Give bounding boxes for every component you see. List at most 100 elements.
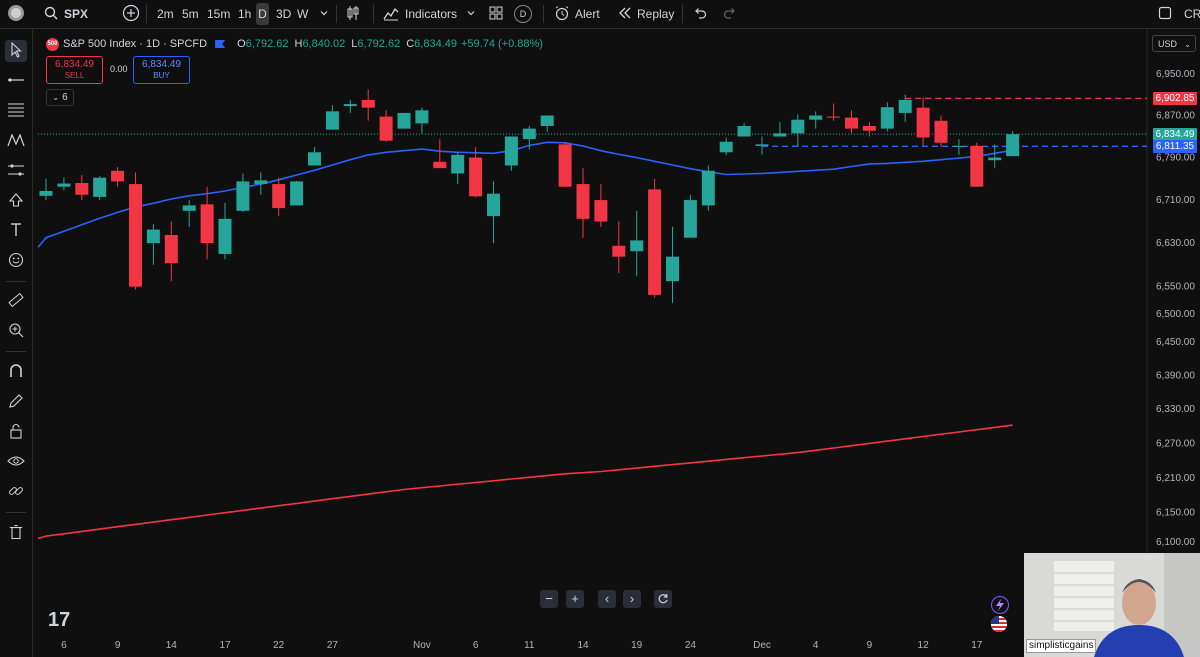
indicators-button[interactable]: Indicators [383,3,457,25]
symbol-title[interactable]: S&P 500 Index · 1D · SPCFD [63,38,208,50]
replay-button[interactable]: Replay [618,3,674,25]
indicators-count: 6 [62,92,68,103]
candle-body [522,128,536,140]
trash-icon [9,524,23,543]
time-tick-label: 17 [219,640,231,651]
low-label: L [351,38,358,50]
forecast-tool[interactable] [5,160,27,182]
compare-symbol-button[interactable] [122,3,140,25]
price-tick-label: 6,150.00 [1156,508,1195,519]
candle-body [361,99,375,108]
candle-body [57,183,71,187]
undo-button[interactable] [693,3,707,25]
candle-body [845,117,858,129]
time-tick-label: 14 [577,640,589,651]
remove-drawings-tool[interactable] [5,522,27,544]
smiley-icon [8,252,24,271]
alert-price-label[interactable]: 6,902.85 [1153,91,1197,105]
buy-button[interactable]: 6,834.49 BUY [133,56,190,84]
chevron-down-icon [466,7,476,21]
zoom-in-button[interactable]: + [566,590,584,608]
tradingview-menu-logo[interactable] [6,3,26,25]
currency-selector[interactable]: USD ⌄ [1152,35,1196,52]
price-tick-label: 6,450.00 [1156,337,1195,348]
time-tick-label: 6 [61,640,67,651]
candle-body [594,200,608,222]
eye-icon [7,455,25,470]
interval-w[interactable]: W [297,7,309,21]
close-value: 6,834.49 [414,38,457,50]
candle-body [576,184,590,219]
long-moving-average-line [37,424,1013,540]
reset-chart-button[interactable] [654,590,672,608]
symbol-search[interactable]: SPX [44,3,88,25]
watermark-logo: 17 [48,609,70,631]
lock-drawings-tool[interactable] [5,421,27,443]
scroll-right-button[interactable]: › [623,590,641,608]
shapes-tool[interactable] [5,190,27,212]
candle-body [612,245,626,257]
interval-15m[interactable]: 15m [207,7,231,21]
sell-button[interactable]: 6,834.49 SELL [46,56,103,84]
ruler-icon [8,292,24,311]
order-price-label[interactable]: 6,811.35 [1153,139,1197,153]
candle-body [75,183,89,195]
stay-in-drawing-tool[interactable] [5,391,27,413]
link-tool[interactable] [5,481,27,503]
candle-body [988,157,1002,161]
candle-body [504,136,518,166]
rewind-icon [618,7,632,22]
indicators-label: Indicators [405,7,458,21]
indicators-dropdown[interactable] [466,3,476,25]
market-flag-button[interactable] [991,616,1007,632]
alert-button[interactable]: Alert [554,3,600,25]
chart-type-button[interactable] [345,3,361,25]
candle-body [451,154,465,174]
magnet-tool[interactable] [5,361,27,383]
webcam-username: simplisticgains [1026,639,1097,653]
flag-icon [215,40,226,48]
interval-3d[interactable]: 3D [276,7,292,21]
scroll-left-button[interactable]: ‹ [598,590,616,608]
candle-body [379,116,393,141]
indicators-collapse-button[interactable]: ⌄ 6 [46,89,74,106]
layout-button[interactable] [488,3,504,25]
candle-body [880,107,894,129]
toolbar-divider [336,5,337,23]
interval-dropdown[interactable] [319,3,329,25]
candle-body [469,157,483,197]
candle-body [93,177,107,197]
text-tool[interactable] [5,220,27,242]
lightning-button[interactable] [991,596,1009,614]
time-tick-label: 4 [813,640,819,651]
candle-body [39,190,53,196]
redo-button[interactable] [723,3,737,25]
interval-5m[interactable]: 5m [182,7,199,21]
price-tick-label: 6,870.00 [1156,111,1195,122]
hide-drawings-tool[interactable] [5,451,27,473]
alarm-clock-icon [554,5,570,24]
interval-1h[interactable]: 1h [238,7,252,21]
cursor-tool[interactable] [5,40,27,62]
trend-line-tool[interactable] [5,70,27,92]
spread-value: 0.00 [110,64,128,74]
zoom-out-button[interactable]: − [540,590,558,608]
interval-2m[interactable]: 2m [157,7,174,21]
interval-d-active[interactable]: D [256,3,269,25]
toolbar-divider [6,281,26,282]
candle-body [218,218,232,254]
zoom-tool[interactable] [5,320,27,342]
last-price-label: 6,834.49 [1153,127,1197,141]
fullscreen-button[interactable] [1158,3,1172,25]
price-tick-label: 6,710.00 [1156,195,1195,206]
emoji-tool[interactable] [5,250,27,272]
candle-body [683,200,697,238]
pattern-tool[interactable] [5,130,27,152]
us-flag-icon [991,616,1007,632]
candle-body [487,193,500,217]
fib-tool[interactable] [5,100,27,122]
shape-arrow-icon [8,192,24,211]
layout-badge[interactable]: D [514,3,532,25]
measure-tool[interactable] [5,290,27,312]
